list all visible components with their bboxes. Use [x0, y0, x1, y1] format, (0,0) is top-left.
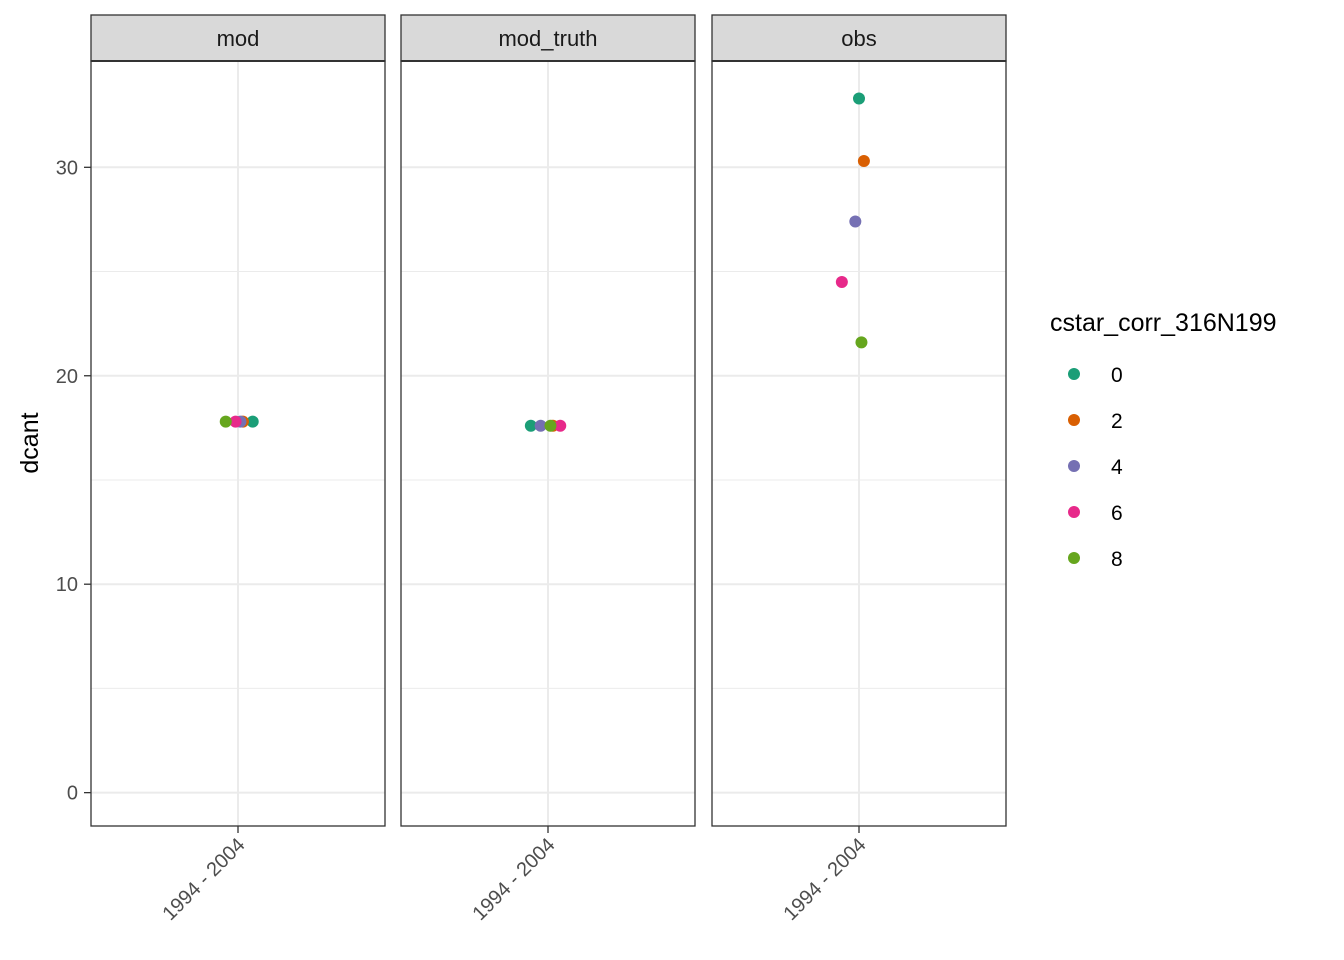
facet-strip-label: mod_truth	[498, 26, 597, 51]
legend-entry-2: 2	[1068, 410, 1123, 433]
point-obs-group-4	[849, 215, 862, 228]
x-tick-label: 1994 - 2004	[468, 834, 559, 925]
legend-key	[1068, 506, 1080, 518]
y-tick-label: 30	[56, 157, 78, 179]
point-obs-group-8	[855, 336, 868, 349]
legend-label: 4	[1111, 456, 1123, 479]
y-tick-label: 20	[56, 366, 78, 388]
facet-mod: mod 1994 - 2004	[90, 14, 386, 925]
facet-strip	[90, 14, 386, 62]
point-mod_truth-group-6	[554, 419, 567, 432]
y-tick-label: 10	[56, 574, 78, 596]
point-obs-group-0	[853, 92, 865, 105]
facets: mod 1994 - 2004 mod_truth 1994 - 2004 obs 199…	[90, 14, 1007, 925]
point-mod-group-6	[229, 415, 242, 428]
legend-entry-6: 6	[1068, 502, 1123, 525]
point-obs-group-6	[835, 275, 848, 288]
x-tick-label: 1994 - 2004	[779, 834, 870, 925]
legend-title: cstar_corr_316N199	[1050, 309, 1277, 337]
legend-key	[1068, 552, 1080, 564]
x-tick-label: 1994 - 2004	[158, 834, 249, 925]
point-mod-group-0	[246, 415, 259, 428]
y-tick-label: 0	[67, 783, 78, 805]
legend-label: 8	[1111, 548, 1123, 571]
legend-key	[1068, 460, 1080, 472]
legend-label: 2	[1111, 410, 1123, 433]
facet-strip	[400, 14, 696, 62]
facet-obs: obs 1994 - 2004	[711, 14, 1007, 925]
y-axis: 0 10 20 30	[56, 157, 91, 805]
point-mod-group-8	[219, 415, 232, 428]
legend-label: 0	[1111, 364, 1123, 387]
facet-strip	[711, 14, 1007, 62]
facet-strip-label: mod	[217, 26, 260, 51]
legend-key	[1068, 414, 1080, 426]
facet-strip-label: obs	[841, 26, 876, 51]
legend-entry-8: 8	[1068, 548, 1123, 571]
legend-entries: 0 2 4 6 8	[1068, 364, 1123, 571]
point-mod_truth-group-8	[544, 419, 557, 432]
point-mod_truth-group-0	[524, 419, 537, 432]
facet-mod_truth: mod_truth 1994 - 2004	[400, 14, 696, 925]
y-axis-label: dcant	[16, 412, 44, 473]
legend-entry-0: 0	[1068, 364, 1123, 387]
legend: cstar_corr_316N199 0 2 4 6 8	[1050, 309, 1277, 571]
legend-entry-4: 4	[1068, 456, 1123, 479]
point-mod_truth-group-4	[534, 419, 547, 432]
legend-key	[1068, 368, 1080, 380]
legend-label: 6	[1111, 502, 1123, 525]
point-obs-group-2	[857, 155, 870, 168]
